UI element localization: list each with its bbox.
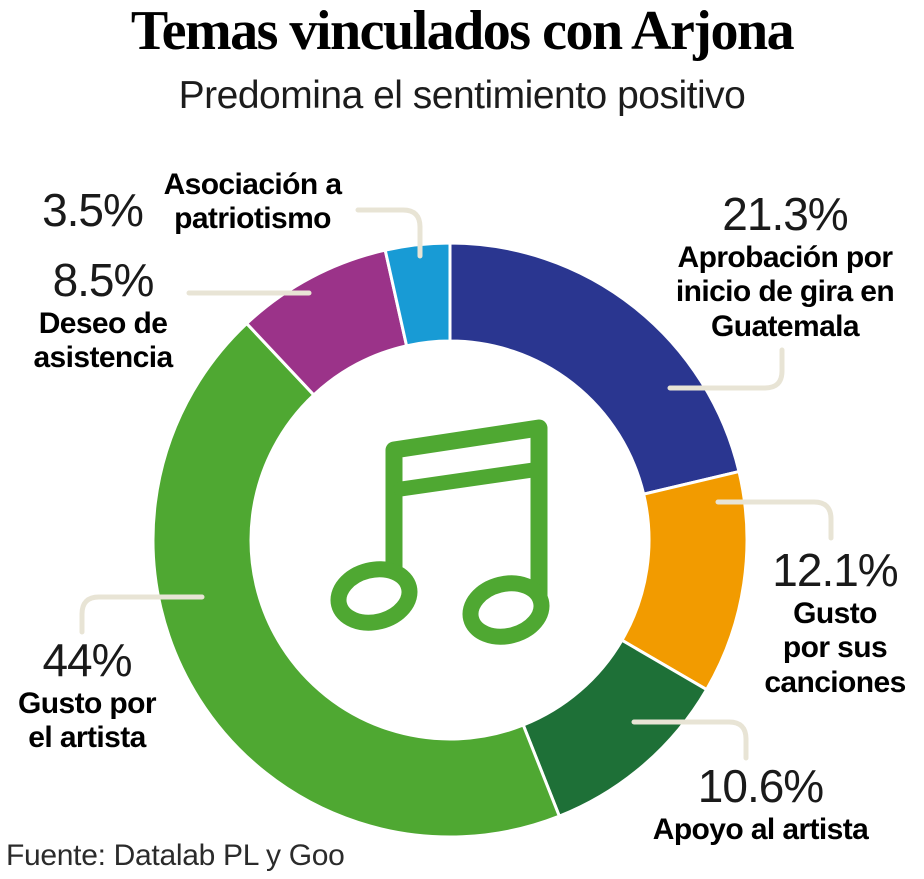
slice-label-line: por sus	[782, 631, 888, 665]
slice-label-line: inicio de gira en	[675, 275, 895, 309]
slice-label-line: canciones	[764, 665, 906, 699]
slice-label-apoyo-artista: 10.6% Apoyo al artista	[618, 762, 903, 847]
source-credit: Fuente: Datalab PL y Goo	[6, 839, 345, 872]
slice-label-line: Aprobación por	[677, 241, 894, 275]
slice-percentage: 12.1%	[772, 544, 898, 596]
slice-label-gusto-artista: 44% Gusto por el artista	[2, 636, 172, 756]
slice-label-asociacion-patriotismo: Asociación a patriotismo	[150, 168, 355, 236]
slice-label-line: patriotismo	[174, 202, 331, 236]
slice-label-line: el artista	[28, 721, 146, 755]
slice-label-gusto-canciones: 12.1% Gusto por sus canciones	[745, 546, 924, 700]
donut-slice-0	[448, 241, 741, 496]
slice-percentage: 44%	[42, 634, 132, 686]
leader-line-aprobacion-gira	[667, 347, 785, 391]
donut-slice-5	[383, 241, 452, 348]
slice-percentage: 8.5%	[52, 254, 155, 306]
leader-line-gusto-canciones	[715, 499, 834, 541]
leader-line-asociacion-patriotismo	[355, 207, 423, 259]
music-note-icon	[330, 419, 550, 645]
slice-label-line: Asociación a	[163, 168, 342, 201]
page-subtitle: Predomina el sentimiento positivo	[178, 74, 746, 117]
slice-percentage: 10.6%	[697, 760, 824, 812]
slice-label-line: Gusto por	[18, 687, 157, 721]
slice-label-line: Apoyo al artista	[652, 813, 869, 847]
slice-percentage: 21.3%	[722, 188, 848, 240]
page-title: Temas vinculados con Arjona	[130, 0, 795, 62]
donut-slices	[151, 241, 749, 839]
donut-slice-3	[151, 321, 562, 839]
slice-label-line: Gusto	[793, 597, 877, 631]
slice-label-line: asistencia	[33, 341, 173, 375]
slice-label-line: Guatemala	[711, 309, 860, 343]
slice-label-aprobacion-gira: 21.3% Aprobación por inicio de gira en G…	[645, 190, 924, 344]
leader-line-apoyo-artista	[631, 719, 749, 761]
leader-line-gusto-artista	[79, 594, 205, 635]
slice-label-deseo-asistencia: 8.5% Deseo de asistencia	[8, 256, 198, 376]
slice-label-line: Deseo de	[38, 307, 168, 341]
slice-label-asociacion-pct: 3.5%	[25, 184, 160, 236]
slice-percentage: 3.5%	[42, 184, 144, 236]
